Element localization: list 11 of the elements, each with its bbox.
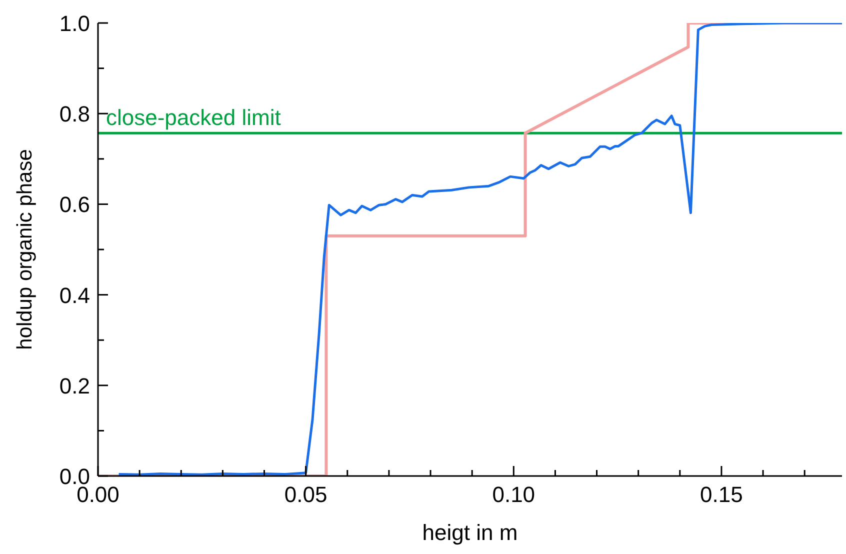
y-tick-label: 1.0 [59, 11, 90, 36]
y-tick-label: 0.4 [59, 282, 90, 308]
x-tick-label: 0.15 [700, 482, 743, 507]
y-tick-label: 0.8 [59, 102, 90, 127]
x-tick-label: 0.05 [284, 482, 328, 507]
x-tick-label: 0.10 [492, 482, 536, 507]
x-axis-title: heigt in m [422, 520, 518, 545]
y-axis-title: holdup organic phase [13, 149, 36, 350]
ref-line-label: close-packed limit [106, 105, 281, 130]
y-tick-label: 0.2 [59, 373, 90, 398]
y-tick-label: 0.6 [59, 192, 90, 218]
